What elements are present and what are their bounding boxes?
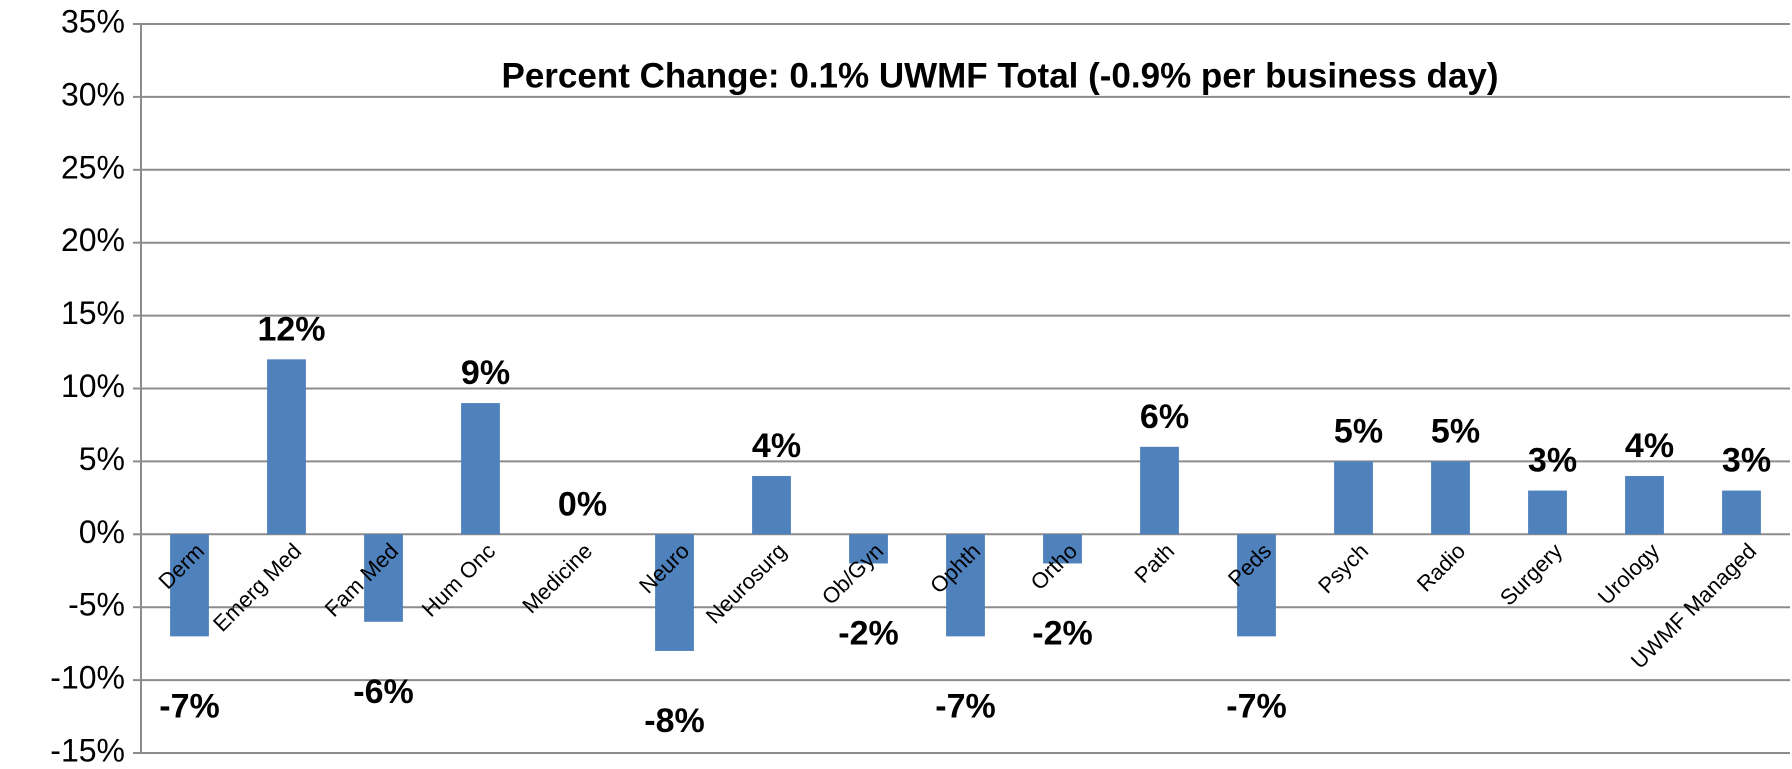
x-tick-label: Hum Onc [417, 538, 500, 621]
x-tick-label: Psych [1313, 538, 1373, 598]
bar [752, 475, 791, 535]
value-label: -7% [1226, 687, 1286, 725]
x-tick-label: Neurosurg [701, 538, 791, 628]
value-label: 9% [461, 354, 510, 392]
value-label: 5% [1431, 412, 1480, 450]
value-label: -6% [353, 673, 413, 711]
bar [461, 403, 500, 535]
value-label: 12% [257, 310, 325, 348]
value-label: -7% [935, 687, 995, 725]
y-tick-label: 15% [61, 295, 125, 331]
bar [655, 534, 694, 651]
bar [1237, 534, 1276, 637]
value-label: -2% [1032, 614, 1092, 652]
value-label: 3% [1528, 442, 1577, 480]
value-label: 5% [1334, 412, 1383, 450]
value-label: -8% [644, 702, 704, 740]
value-label: 6% [1140, 398, 1189, 436]
y-tick-label: 30% [61, 76, 125, 112]
bar [1140, 446, 1179, 535]
bar [849, 534, 888, 564]
bar [946, 534, 985, 637]
y-tick-label: -10% [50, 660, 125, 696]
y-tick-label: 5% [79, 441, 125, 477]
chart-title: Percent Change: 0.1% UWMF Total (-0.9% p… [501, 56, 1498, 95]
y-tick-label: 20% [61, 222, 125, 258]
bar [267, 359, 306, 535]
bar [1431, 461, 1470, 535]
value-label: 4% [752, 427, 801, 465]
x-tick-label: Urology [1593, 538, 1664, 609]
bar [1625, 475, 1664, 535]
bar [1528, 490, 1567, 535]
value-label: -7% [159, 687, 219, 725]
y-tick-label: 0% [79, 514, 125, 550]
y-tick-label: 35% [61, 3, 125, 39]
x-tick-label: Radio [1412, 538, 1470, 596]
y-tick-label: 25% [61, 149, 125, 185]
value-label: 3% [1722, 442, 1771, 480]
bar [1043, 534, 1082, 564]
y-tick-label: -5% [68, 587, 125, 623]
value-label: 4% [1625, 427, 1674, 465]
bar [170, 534, 209, 637]
x-tick-label: Emerg Med [208, 538, 306, 636]
value-label: -2% [838, 614, 898, 652]
x-tick-label: Path [1129, 538, 1179, 588]
bar [364, 534, 403, 622]
bar [1334, 461, 1373, 535]
y-tick-label: -15% [50, 732, 125, 768]
y-tick-label: 10% [61, 368, 125, 404]
x-tick-label: Surgery [1495, 538, 1567, 610]
value-label: 0% [558, 485, 607, 523]
bar [1722, 490, 1761, 535]
